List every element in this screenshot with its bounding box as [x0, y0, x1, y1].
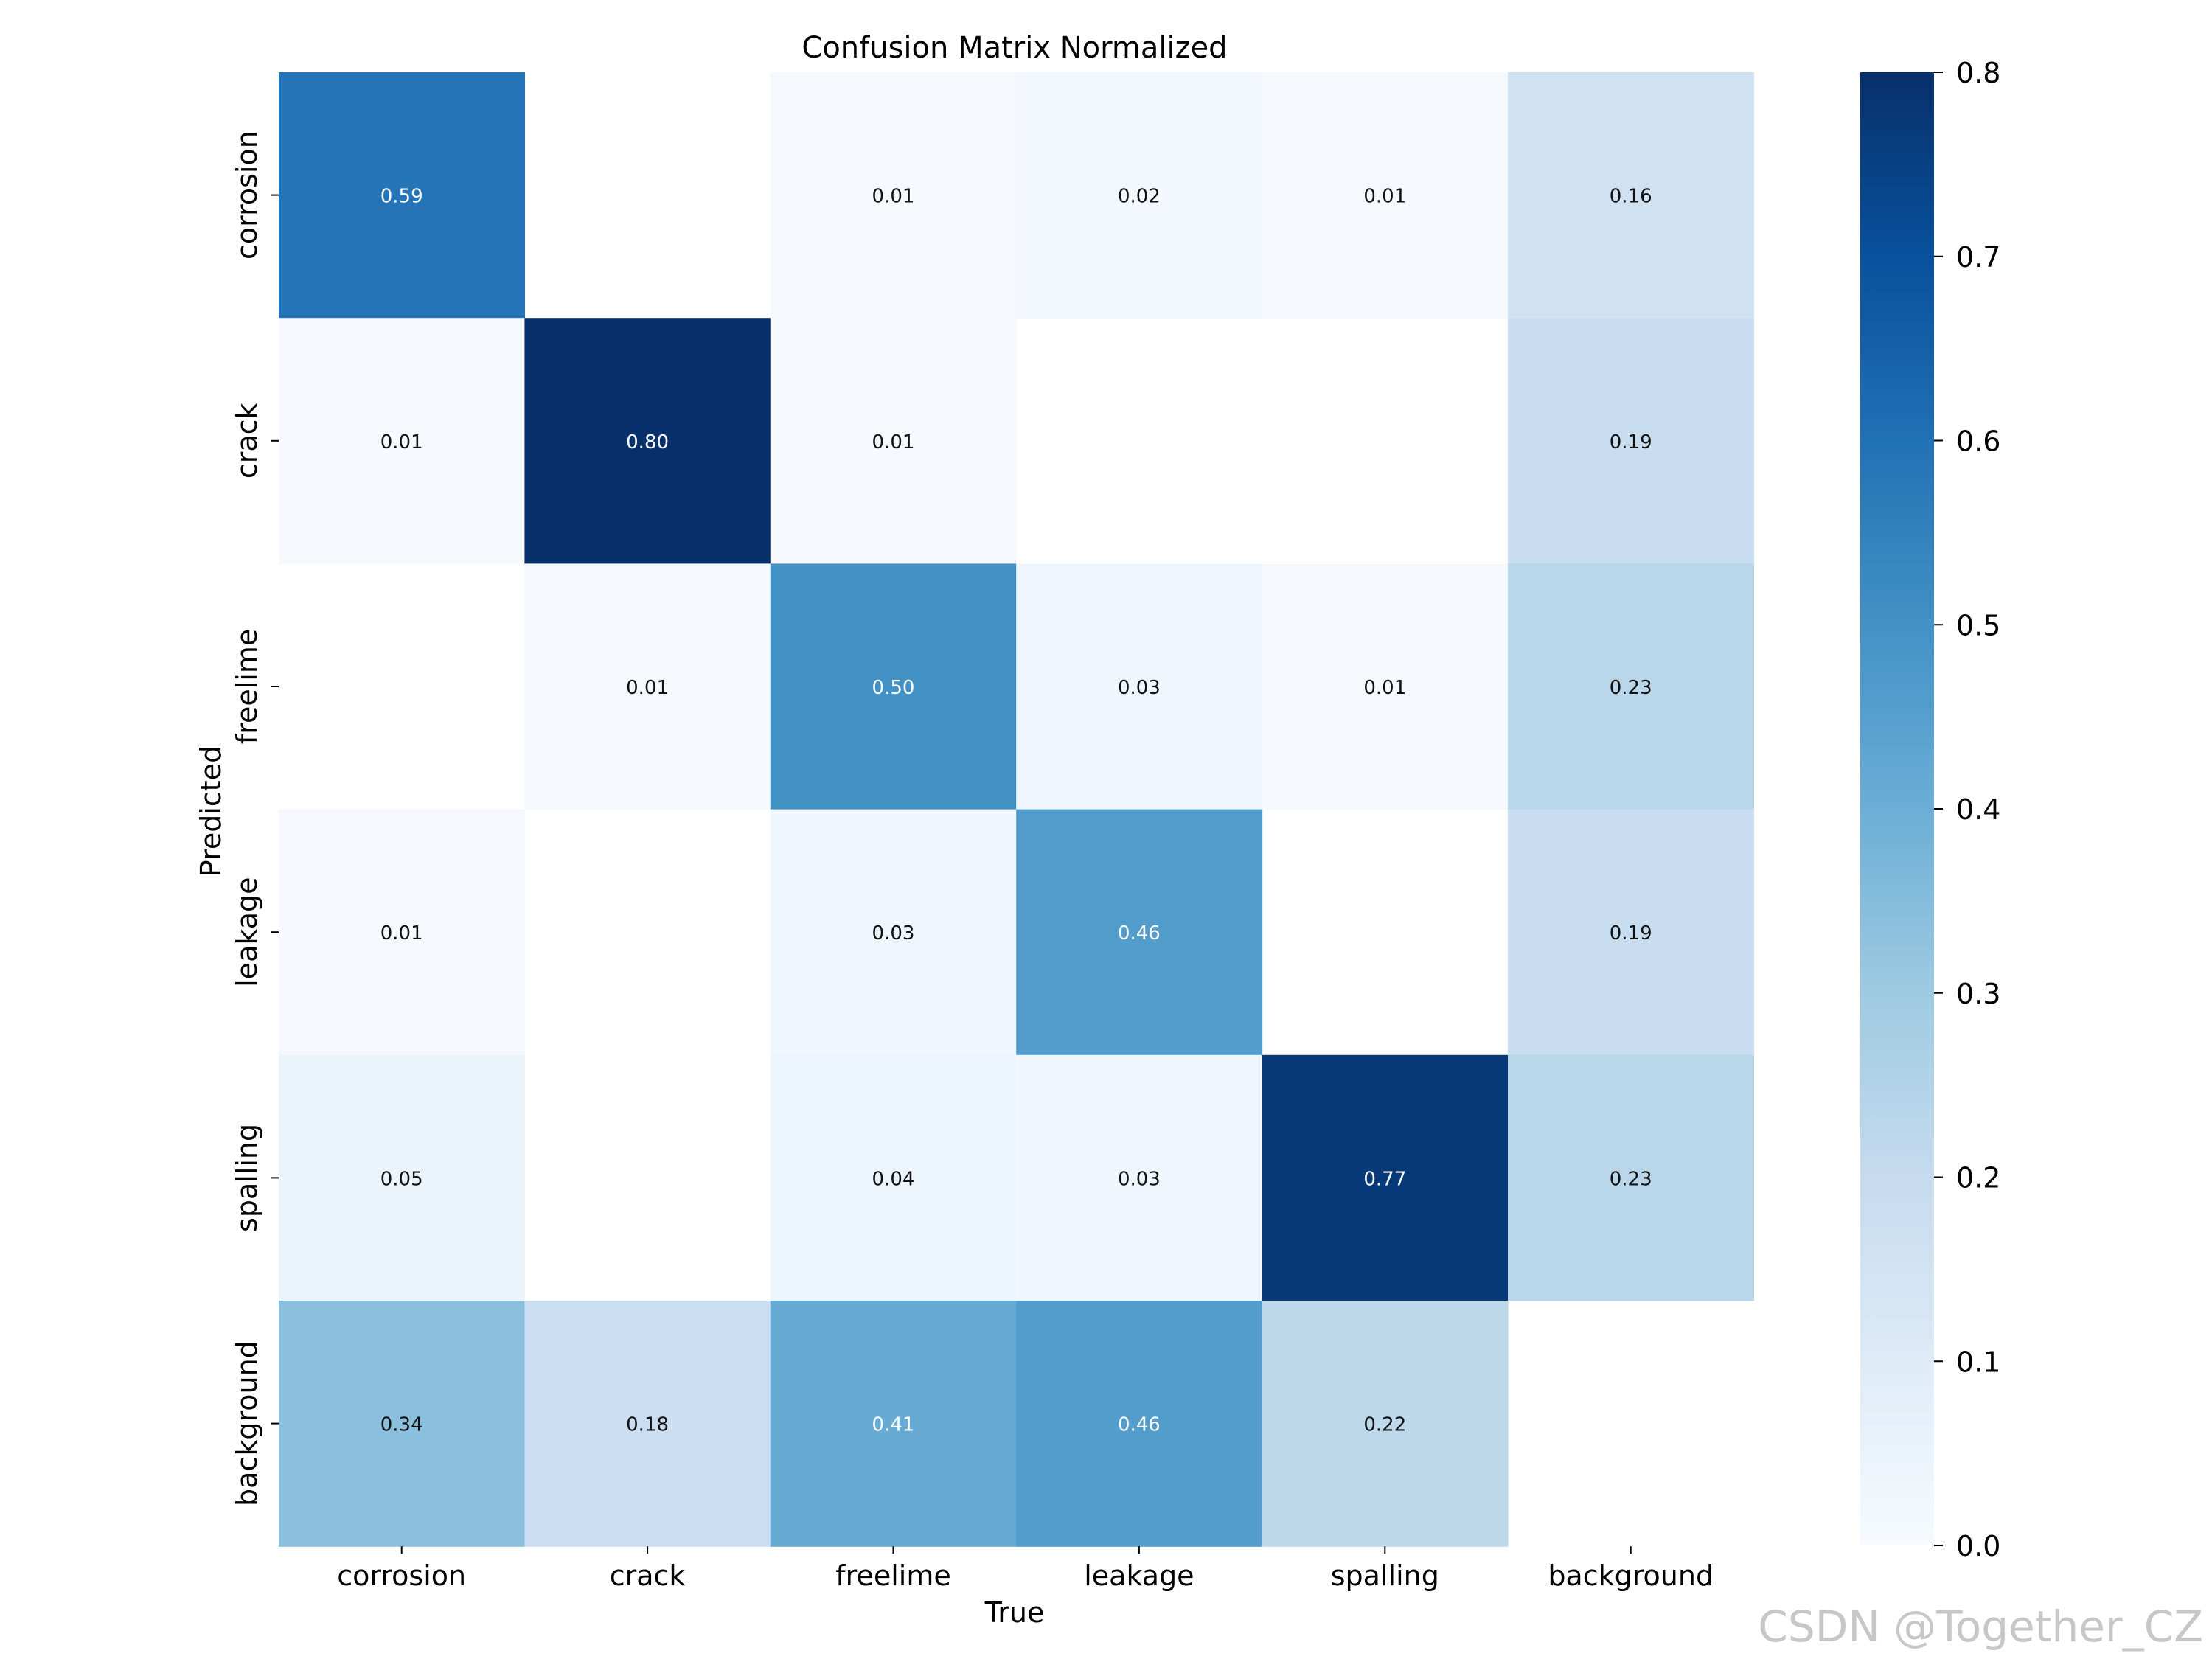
cell-value-label: 0.18 — [626, 1414, 669, 1436]
cell-value-label: 0.19 — [1610, 431, 1652, 453]
heatmap-cell — [524, 318, 771, 564]
colorbar-tick-label: 0.3 — [1956, 978, 2000, 1010]
cell-value-label: 0.01 — [380, 922, 423, 945]
x-tick-label: crack — [610, 1559, 686, 1592]
colorbar-tick-label: 0.7 — [1956, 241, 2000, 274]
heatmap-cell — [524, 563, 771, 810]
cell-value-label: 0.02 — [1118, 186, 1161, 208]
heatmap-cell — [1262, 563, 1509, 810]
heatmap-cell — [1508, 72, 1754, 319]
cell-value-label: 0.77 — [1363, 1168, 1406, 1190]
colorbar-tick-label: 0.1 — [1956, 1346, 2000, 1378]
heatmap-cell — [1262, 72, 1509, 319]
heatmap-cell — [770, 1054, 1017, 1301]
cell-value-label: 0.03 — [1118, 1168, 1161, 1190]
cell-value-label: 0.01 — [872, 431, 915, 453]
colorbar-tick-label: 0.4 — [1956, 793, 2000, 826]
y-tick-label: crack — [231, 403, 263, 479]
colorbar-tick-label: 0.6 — [1956, 425, 2000, 458]
heatmap-cell — [1262, 1054, 1509, 1301]
cell-value-label: 0.34 — [380, 1414, 423, 1436]
heatmap-cell — [1016, 72, 1263, 319]
cell-value-label: 0.05 — [380, 1168, 423, 1190]
cell-value-label: 0.16 — [1610, 186, 1652, 208]
heatmap-cell — [1016, 809, 1263, 1056]
x-tick-label: corrosion — [337, 1559, 466, 1592]
cell-value-label: 0.23 — [1610, 677, 1652, 699]
heatmap-cell — [1508, 809, 1754, 1056]
heatmap-cell — [770, 318, 1017, 564]
x-tick-label: leakage — [1084, 1559, 1194, 1592]
cell-value-label: 0.01 — [872, 186, 915, 208]
chart-title: Confusion Matrix Normalized — [801, 31, 1227, 65]
heatmap-cell — [1508, 318, 1754, 564]
heatmap-cell — [524, 1301, 771, 1547]
y-axis: corrosion crack freelime leakage spalling bac… — [231, 131, 279, 1506]
heatmap-cell — [1016, 1054, 1263, 1301]
cell-value-label: 0.46 — [1118, 1414, 1161, 1436]
cell-value-label: 0.04 — [872, 1168, 915, 1190]
heatmap-cell — [279, 72, 525, 319]
x-axis-label: True — [984, 1596, 1045, 1629]
heatmap-cell — [770, 563, 1017, 810]
cell-value-label: 0.01 — [1363, 677, 1406, 699]
colorbar-tick-label: 0.0 — [1956, 1530, 2000, 1562]
heatmap-cell — [279, 1301, 525, 1547]
cell-value-label: 0.03 — [872, 922, 915, 945]
heatmap-cell — [1262, 1301, 1509, 1547]
heatmap-cell — [1016, 1301, 1263, 1547]
cell-value-label: 0.01 — [380, 431, 423, 453]
heatmap-cell — [770, 1301, 1017, 1547]
cell-value-label: 0.46 — [1118, 922, 1161, 945]
cell-value-label: 0.03 — [1118, 677, 1161, 699]
cell-value-label: 0.41 — [872, 1414, 915, 1436]
x-tick-label: spalling — [1331, 1559, 1439, 1592]
heatmap-cell — [770, 809, 1017, 1056]
cell-value-label: 0.50 — [872, 677, 915, 699]
y-tick-label: leakage — [231, 877, 263, 987]
y-tick-label: corrosion — [231, 131, 263, 260]
cell-value-label: 0.80 — [626, 431, 669, 453]
cell-value-label: 0.22 — [1363, 1414, 1406, 1436]
colorbar-tick-label: 0.8 — [1956, 57, 2000, 89]
y-tick-label: spalling — [231, 1124, 263, 1232]
cell-value-label: 0.59 — [380, 186, 423, 208]
heatmap-cell — [279, 809, 525, 1056]
heatmap-cell — [279, 1054, 525, 1301]
y-axis-label: Predicted — [195, 745, 227, 877]
colorbar-ticks: 0.0 0.1 0.2 0.3 0.4 0.5 0.6 0.7 0.8 — [1934, 57, 2000, 1562]
y-tick-label: freelime — [231, 629, 263, 744]
colorbar — [1860, 72, 1934, 1545]
x-axis: corrosion crack freelime leakage spalling bac… — [337, 1546, 1714, 1592]
heatmap-cell — [1508, 563, 1754, 810]
heatmap-cell — [279, 318, 525, 564]
x-tick-label: background — [1548, 1559, 1714, 1592]
heatmap-cell — [770, 72, 1017, 319]
colorbar-tick-label: 0.2 — [1956, 1162, 2000, 1194]
cell-value-label: 0.01 — [626, 677, 669, 699]
watermark: CSDN @Together_CZ — [1758, 1601, 2203, 1652]
y-tick-label: background — [231, 1340, 263, 1506]
heatmap-cell — [1508, 1054, 1754, 1301]
heatmap-cells: 0.59 0.01 0.02 0.01 0.16 0.01 0.80 0.01 0.19 0.01… — [279, 72, 1754, 1547]
cell-value-label: 0.19 — [1610, 922, 1652, 945]
x-tick-label: freelime — [835, 1559, 950, 1592]
cell-value-label: 0.23 — [1610, 1168, 1652, 1190]
heatmap-cell — [1016, 563, 1263, 810]
colorbar-tick-label: 0.5 — [1956, 609, 2000, 641]
cell-value-label: 0.01 — [1363, 186, 1406, 208]
